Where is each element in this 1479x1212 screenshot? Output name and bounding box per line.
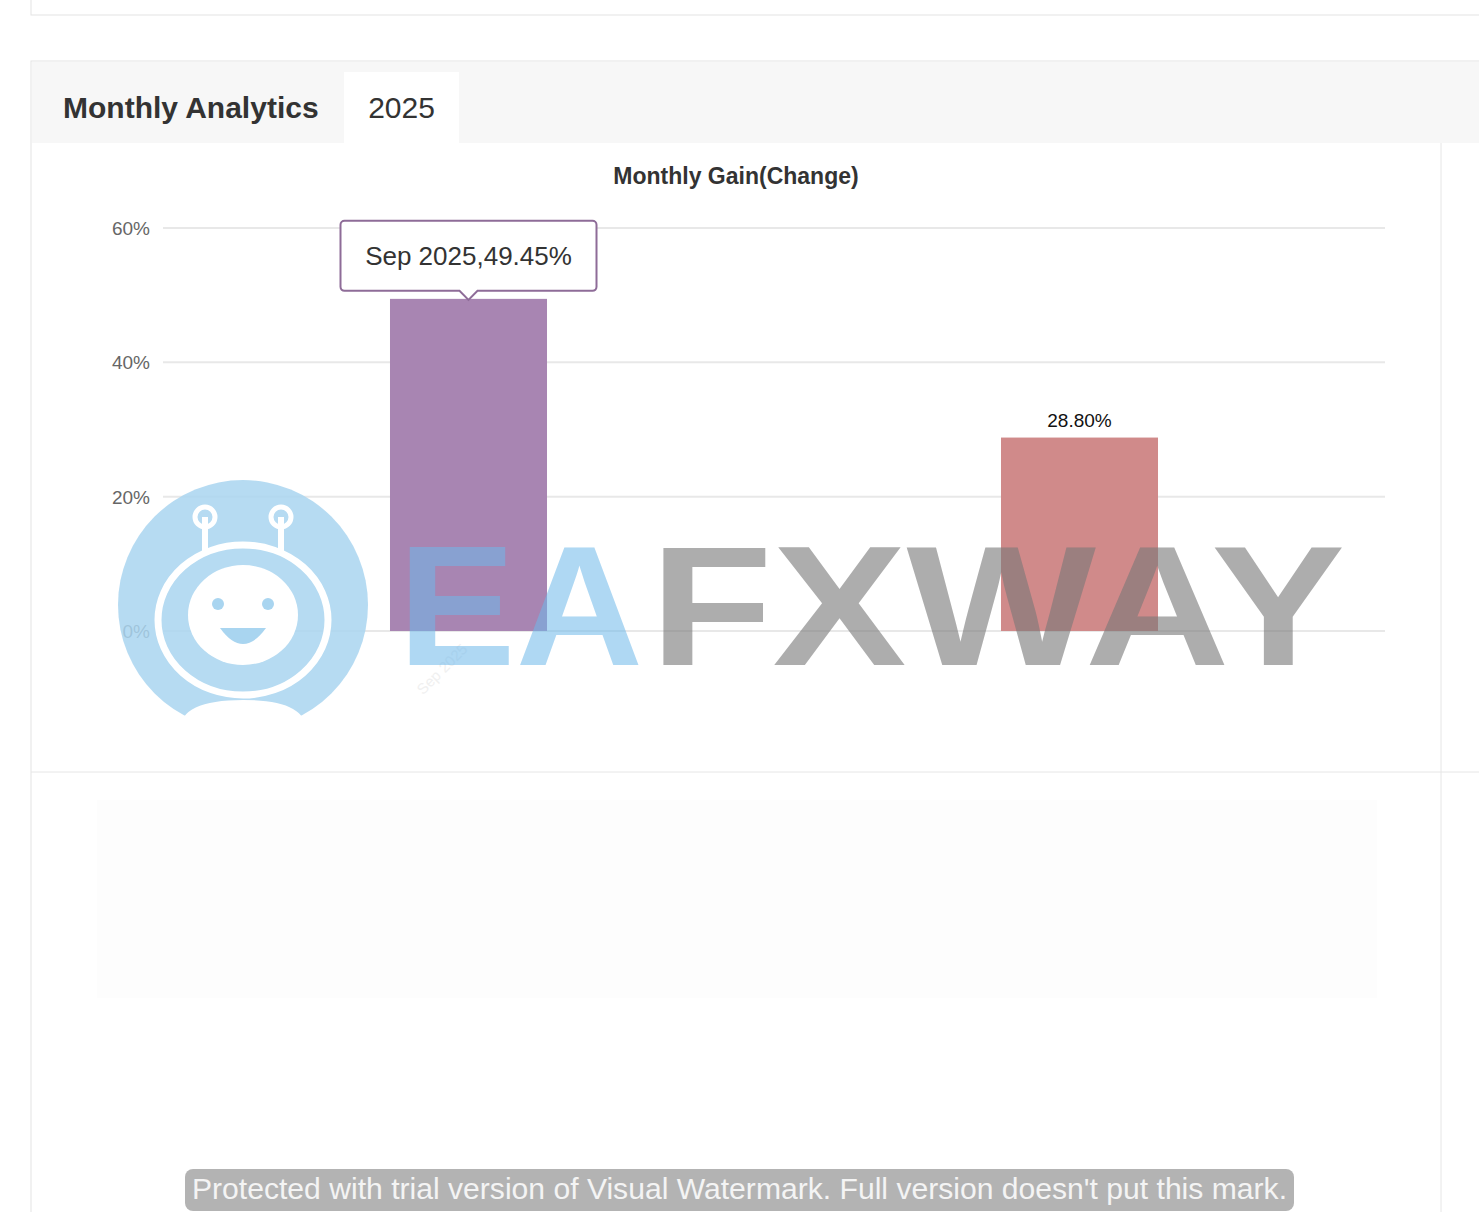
y-tick-label: 40% bbox=[112, 352, 150, 373]
tab-bar bbox=[32, 62, 1479, 143]
grid-line bbox=[163, 361, 1385, 363]
grid-line bbox=[163, 496, 1385, 498]
y-tick-label: 20% bbox=[112, 487, 150, 508]
watermark-text: EA bbox=[398, 511, 643, 701]
tooltip-box bbox=[341, 221, 597, 300]
logo-icon bbox=[158, 545, 328, 695]
tooltip-text: Sep 2025,49.45% bbox=[365, 241, 572, 271]
logo-icon bbox=[195, 507, 215, 527]
watermark: EAFXWAY bbox=[118, 480, 1345, 730]
y-tick-label: 60% bbox=[112, 218, 150, 239]
logo-icon bbox=[271, 507, 291, 527]
data-label: 28.80% bbox=[1047, 410, 1112, 431]
page: Monthly Analytics 2025 Monthly Gain(Change… bbox=[0, 0, 1479, 1212]
tab-active bbox=[344, 72, 459, 143]
divider bbox=[31, 772, 1479, 773]
logo-icon bbox=[278, 517, 284, 552]
top-panel bbox=[31, 0, 1479, 15]
logo-circle bbox=[118, 480, 368, 730]
tab[interactable]: 2025 bbox=[368, 91, 435, 124]
panel bbox=[31, 61, 1479, 1212]
placeholder-box bbox=[97, 800, 1377, 998]
divider bbox=[1441, 143, 1442, 1212]
logo-icon bbox=[212, 598, 224, 610]
logo-icon bbox=[220, 628, 266, 644]
logo-icon bbox=[202, 517, 208, 552]
watermark-text: FXWAY bbox=[650, 511, 1345, 701]
logo-icon bbox=[262, 598, 274, 610]
banner-text: Protected with trial version of Visual W… bbox=[192, 1173, 1287, 1205]
tab[interactable]: Monthly Analytics bbox=[63, 91, 319, 124]
banner-box bbox=[185, 1169, 1294, 1211]
logo-icon bbox=[180, 700, 306, 730]
logo-icon bbox=[188, 565, 298, 665]
chart-title: Monthly Gain(Change) bbox=[613, 163, 858, 189]
tooltip: Sep 2025,49.45% bbox=[341, 221, 597, 300]
